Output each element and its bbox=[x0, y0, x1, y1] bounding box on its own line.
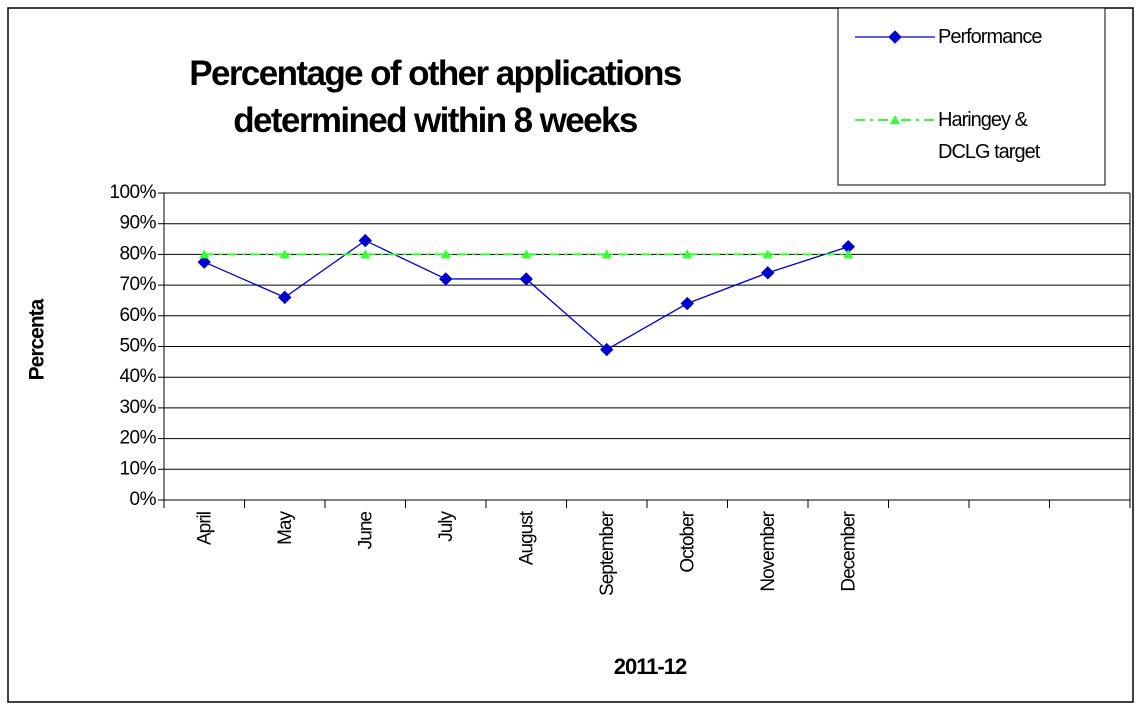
x-axis-label: 2011-12 bbox=[614, 654, 687, 679]
marker bbox=[279, 249, 290, 259]
legend-item: Performance bbox=[938, 26, 1043, 48]
x-tick-label: May bbox=[275, 511, 296, 545]
marker bbox=[199, 249, 210, 259]
y-tick-label: 100% bbox=[109, 182, 156, 203]
marker bbox=[601, 249, 612, 259]
marker bbox=[278, 290, 292, 305]
y-tick-label: 60% bbox=[119, 305, 156, 326]
marker bbox=[358, 233, 372, 248]
title-box: Percentage of other applications determi… bbox=[189, 54, 682, 140]
chart-title: Percentage of other applications determi… bbox=[189, 54, 682, 140]
marker bbox=[888, 30, 902, 44]
marker bbox=[521, 249, 532, 259]
marker bbox=[360, 249, 371, 259]
y-tick-label: 90% bbox=[119, 213, 156, 234]
marker bbox=[439, 272, 453, 286]
legend-item: Haringey & DCLG target bbox=[938, 109, 1040, 163]
x-tick-label: August bbox=[516, 510, 537, 565]
x-tick-label: July bbox=[436, 511, 457, 542]
y-tick-label: 40% bbox=[119, 366, 156, 387]
marker bbox=[600, 342, 614, 357]
marker bbox=[440, 249, 451, 259]
marker bbox=[762, 249, 773, 259]
x-tick-label: December bbox=[838, 510, 859, 591]
y-axis-label: Percenta bbox=[26, 298, 49, 380]
x-tick-label: October bbox=[677, 510, 698, 572]
x-tick-label: April bbox=[194, 512, 215, 545]
x-tick-label: November bbox=[758, 510, 779, 591]
y-tick-label: 0% bbox=[130, 489, 157, 510]
y-tick-label: 10% bbox=[119, 458, 156, 479]
y-tick-label: 20% bbox=[119, 428, 156, 449]
marker bbox=[680, 296, 694, 311]
legend-label: Performance bbox=[938, 26, 1043, 48]
marker bbox=[761, 266, 775, 280]
y-tick-label: 70% bbox=[119, 274, 156, 295]
legend-label: Haringey & DCLG target bbox=[938, 109, 1040, 163]
x-tick-label: June bbox=[355, 512, 376, 550]
y-tick-label: 50% bbox=[119, 336, 156, 357]
x-tick-label: September bbox=[597, 510, 618, 596]
marker bbox=[890, 115, 900, 124]
marker bbox=[682, 249, 693, 259]
marker bbox=[843, 249, 854, 259]
y-tick-label: 80% bbox=[119, 243, 156, 264]
marker bbox=[197, 255, 211, 269]
y-tick-label: 30% bbox=[119, 397, 156, 418]
marker bbox=[519, 272, 533, 286]
